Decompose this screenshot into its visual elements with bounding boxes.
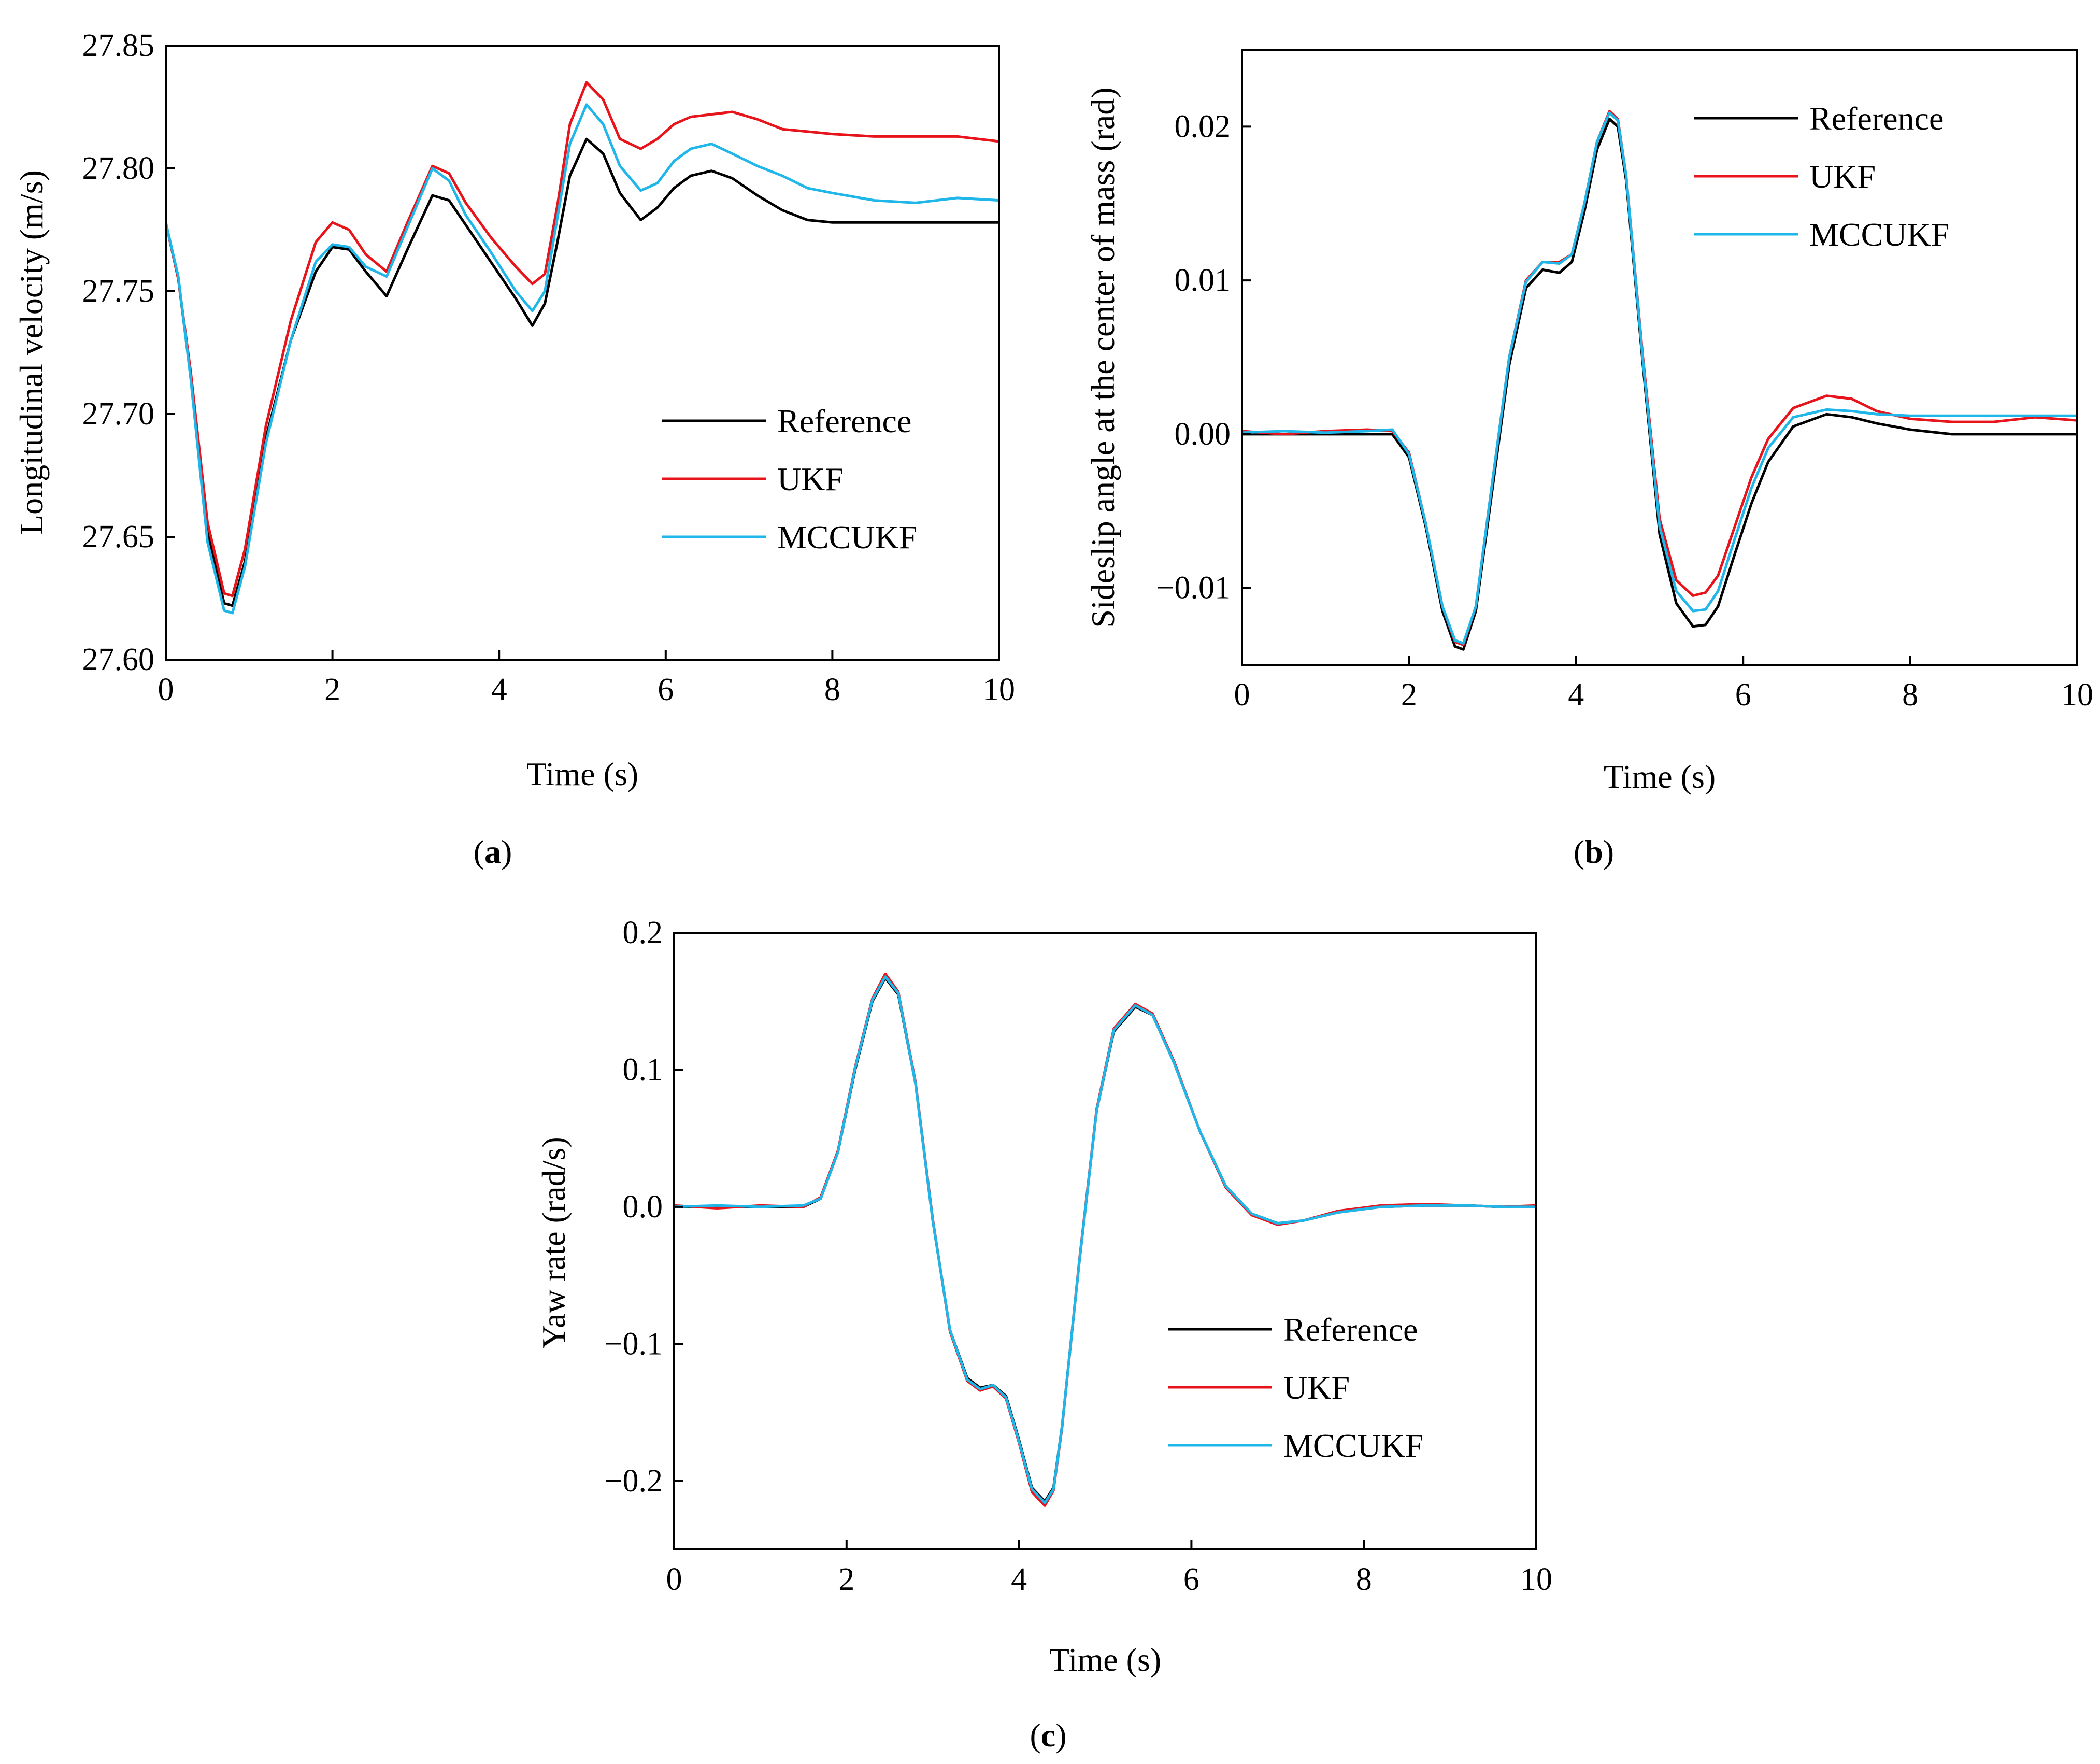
chart-panel-a: 0 2 4 6 8 10 27.60 27.65 27.70 27.75 27.80 27.85 Ti… [13, 28, 1015, 870]
x-tick-label-b: 6 [1735, 677, 1751, 713]
chart-panel-b: 0 2 4 6 8 10 −0.01 0.00 0.01 0.02 Time (s) Sidesl… [1084, 49, 2093, 870]
legend-label-mccukf-b: MCCUKF [1809, 216, 1949, 253]
ticks-layer-c: 0 2 4 6 8 10 −0.2 −0.1 0.0 0.1 0.2 [605, 915, 1552, 1597]
chart-panel-c: 0 2 4 6 8 10 −0.2 −0.1 0.0 0.1 0.2 Time (s) Yaw ra… [535, 915, 1552, 1754]
x-tick-label-b: 2 [1401, 677, 1417, 713]
y-tick-label-c: −0.2 [605, 1463, 663, 1499]
x-tick-label-b: 4 [1568, 677, 1584, 713]
x-tick-label-c: 8 [1356, 1562, 1372, 1597]
y-tick-label-b: 0.02 [1175, 109, 1231, 144]
x-axis-title-c: Time (s) [1049, 1641, 1161, 1678]
series-line-mccukf-b [1242, 111, 2077, 645]
series-layer-b [1242, 110, 2077, 651]
y-tick-label-a: 27.85 [82, 28, 155, 63]
y-axis-title-a: Longitudinal velocity (m/s) [13, 170, 50, 535]
series-line-reference-c [674, 976, 1536, 1503]
legend-a: Reference UKF MCCUKF [662, 403, 917, 556]
series-line-mccukf-c [674, 975, 1536, 1504]
y-tick-label-a: 27.65 [82, 519, 155, 554]
panel-label-a: (a) [474, 833, 512, 870]
x-tick-label-a: 0 [158, 672, 174, 707]
x-tick-label-a: 10 [983, 672, 1015, 707]
x-tick-label-b: 0 [1234, 677, 1250, 713]
x-tick-label-c: 6 [1183, 1562, 1199, 1597]
legend-label-ukf-b: UKF [1809, 158, 1876, 195]
x-tick-label-b: 8 [1902, 677, 1918, 713]
y-tick-label-a: 27.70 [82, 396, 155, 432]
panel-label-c: (c) [1030, 1717, 1066, 1754]
y-axis-title-b: Sideslip angle at the center of mass (ra… [1084, 87, 1121, 628]
series-line-mccukf-a [166, 103, 999, 615]
series-line-ukf-c [674, 972, 1536, 1507]
legend-label-ukf-a: UKF [777, 461, 844, 497]
x-tick-label-a: 6 [658, 672, 674, 707]
x-tick-label-a: 8 [824, 672, 840, 707]
legend-label-reference-a: Reference [777, 403, 911, 439]
series-layer-a [166, 81, 999, 615]
ticks-layer-a: 0 2 4 6 8 10 27.60 27.65 27.70 27.75 27.80 27.85 [82, 28, 1016, 707]
x-axis-title-a: Time (s) [526, 756, 638, 792]
x-tick-label-a: 2 [324, 672, 340, 707]
series-line-ukf-a [166, 81, 999, 598]
y-tick-label-c: 0.0 [623, 1189, 663, 1225]
y-tick-label-c: −0.1 [605, 1326, 663, 1361]
y-tick-label-b: 0.00 [1175, 417, 1231, 452]
x-tick-label-c: 0 [666, 1562, 682, 1597]
y-tick-label-b: 0.01 [1175, 263, 1231, 298]
y-tick-label-a: 27.75 [82, 274, 155, 309]
y-tick-label-a: 27.60 [82, 642, 155, 677]
x-tick-label-a: 4 [491, 672, 507, 707]
y-tick-label-a: 27.80 [82, 151, 155, 186]
series-layer-c [674, 972, 1536, 1507]
legend-label-reference-c: Reference [1283, 1311, 1418, 1348]
plot-frame-c [673, 932, 1537, 1550]
legend-label-mccukf-a: MCCUKF [777, 519, 917, 556]
plot-frame-b [1241, 49, 2078, 666]
legend-c: Reference UKF MCCUKF [1168, 1311, 1423, 1464]
y-tick-label-c: 0.2 [623, 915, 663, 950]
y-tick-label-b: −0.01 [1156, 571, 1231, 606]
x-tick-label-c: 10 [1520, 1562, 1552, 1597]
ticks-layer-b: 0 2 4 6 8 10 −0.01 0.00 0.01 0.02 [1156, 109, 2093, 713]
series-line-reference-b [1242, 118, 2077, 651]
legend-label-mccukf-c: MCCUKF [1283, 1427, 1423, 1464]
plot-frame-a [165, 45, 1000, 661]
x-tick-label-c: 4 [1011, 1562, 1027, 1597]
legend-label-ukf-c: UKF [1283, 1369, 1350, 1406]
y-tick-label-c: 0.1 [623, 1052, 663, 1087]
x-tick-label-c: 2 [838, 1562, 854, 1597]
legend-label-reference-b: Reference [1809, 100, 1944, 137]
panel-label-b: (b) [1574, 833, 1614, 870]
y-axis-title-c: Yaw rate (rad/s) [535, 1136, 572, 1348]
legend-b: Reference UKF MCCUKF [1694, 100, 1949, 253]
x-tick-label-b: 10 [2061, 677, 2093, 713]
x-axis-title-b: Time (s) [1604, 758, 1716, 795]
series-line-ukf-b [1242, 110, 2077, 646]
